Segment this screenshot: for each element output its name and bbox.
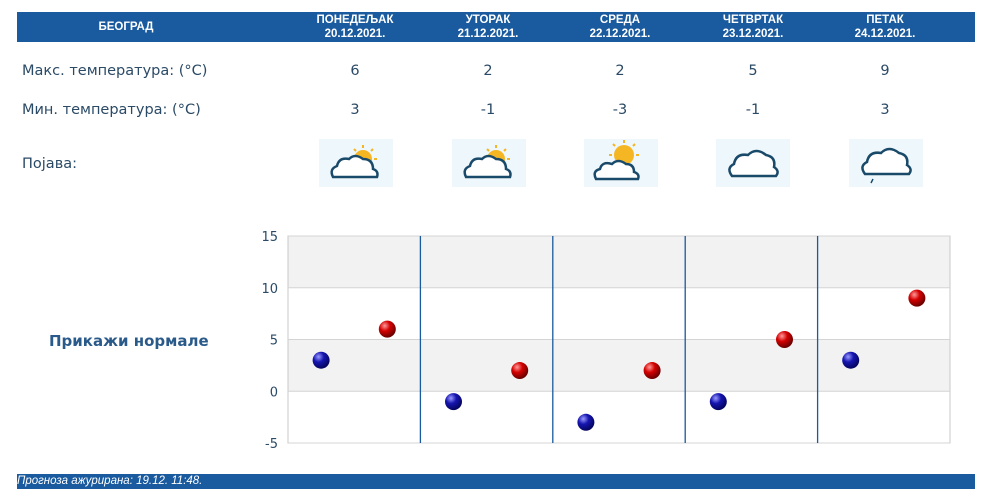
min-temp-value: -3 — [612, 102, 628, 118]
max-temp-label: Макс. температура: (°C) — [22, 63, 208, 79]
city-name: БЕОГРАД — [98, 21, 154, 33]
min-temp-value: -1 — [480, 102, 496, 118]
chart-band — [288, 391, 950, 443]
show-normals-link[interactable]: Прикажи нормале — [49, 332, 209, 350]
max-temp-point — [378, 320, 396, 338]
forecast-header: БЕОГРАД ПОНЕДЕЉАК 20.12.2021. УТОРАК 21.… — [17, 12, 975, 42]
day-header: ПОНЕДЕЉАК 20.12.2021. — [295, 13, 415, 43]
day-header: ЧЕТВРТАК 23.12.2021. — [693, 13, 813, 43]
temperature-chart: 15 10 5 0 -5 — [261, 230, 951, 451]
day-name: СРЕДА — [599, 14, 641, 26]
max-temp-point — [511, 362, 529, 380]
min-temp-value: -1 — [745, 102, 761, 118]
day-name: УТОРАК — [465, 14, 511, 26]
y-tick-label: 15 — [261, 230, 278, 245]
day-date: 23.12.2021. — [722, 28, 784, 40]
cloud-icon — [716, 139, 790, 187]
max-temp-value: 2 — [483, 63, 493, 79]
day-name: ПОНЕДЕЉАК — [316, 14, 394, 26]
max-temp-value: 2 — [615, 63, 625, 79]
forecast-updated-text: Прогноза ажурирана: 19.12. 11:48. — [17, 475, 203, 487]
max-temp-point — [643, 362, 661, 380]
max-temp-value: 6 — [350, 63, 360, 79]
day-header: ПЕТАК 24.12.2021. — [825, 13, 945, 43]
footer-bar: Прогноза ажурирана: 19.12. 11:48. — [17, 474, 975, 489]
cloud-light-rain-icon — [849, 139, 923, 187]
max-temp-value: 9 — [880, 63, 890, 79]
chart-band — [288, 236, 950, 288]
y-tick-label: 10 — [261, 282, 278, 297]
day-date: 22.12.2021. — [589, 28, 651, 40]
min-temp-point — [312, 351, 330, 369]
min-temp-label: Мин. температура: (°C) — [22, 102, 201, 118]
chart-band — [288, 287, 950, 340]
max-temp-point — [776, 331, 793, 348]
min-temp-point — [445, 393, 462, 411]
y-tick-label: 5 — [270, 334, 278, 349]
partly-cloudy-icon — [319, 139, 393, 187]
day-header: УТОРАК 21.12.2021. — [428, 13, 548, 43]
min-temp-point — [709, 393, 727, 411]
min-temp-point — [842, 351, 860, 369]
min-temp-value: 3 — [350, 102, 360, 118]
max-temp-value: 5 — [748, 63, 758, 79]
y-tick-label: 0 — [270, 385, 278, 400]
partly-cloudy-icon — [452, 139, 526, 187]
sun-behind-cloud-icon — [584, 139, 658, 187]
day-header: СРЕДА 22.12.2021. — [560, 13, 680, 43]
min-temp-value: 3 — [880, 102, 890, 118]
day-date: 24.12.2021. — [854, 28, 916, 40]
min-temp-point — [577, 413, 595, 431]
day-name: ЧЕТВРТАК — [722, 14, 784, 26]
max-temp-point — [908, 289, 926, 307]
day-name: ПЕТАК — [866, 14, 904, 26]
y-tick-label: -5 — [265, 437, 278, 451]
phenomenon-label: Појава: — [22, 156, 78, 172]
chart-band — [288, 339, 950, 392]
day-date: 20.12.2021. — [324, 28, 386, 40]
day-date: 21.12.2021. — [457, 28, 519, 40]
